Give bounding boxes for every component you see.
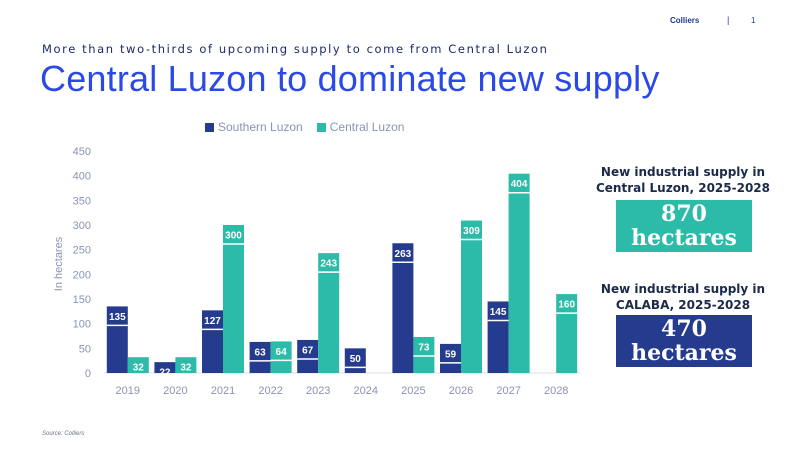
- bar-southern: [249, 341, 271, 373]
- kpi-calaba-unit: hectares: [631, 340, 737, 366]
- bar-central: [127, 357, 149, 373]
- y-tick-label: 450: [73, 146, 91, 158]
- x-tick-label: 2028: [544, 385, 568, 397]
- bar-data-label: 263: [395, 249, 412, 260]
- chart-legend: Southern Luzon Central Luzon: [205, 120, 404, 134]
- legend-label-central: Central Luzon: [329, 120, 405, 134]
- bar-southern: [297, 339, 319, 373]
- kpi-central-label: New industrial supply in Central Luzon, …: [588, 164, 778, 196]
- y-tick-label: 50: [79, 343, 91, 355]
- bar-southern: [202, 310, 223, 373]
- bar-data-label: 309: [463, 226, 480, 237]
- bar-data-label: 50: [350, 354, 362, 365]
- legend-item-central: Central Luzon: [316, 120, 405, 134]
- bar-southern: [392, 243, 414, 373]
- bar-data-label: 404: [511, 179, 528, 190]
- x-tick-label: 2027: [496, 385, 520, 397]
- bar-data-label: 67: [302, 345, 314, 356]
- x-tick-label: 2019: [116, 385, 140, 397]
- legend-swatch-central: [316, 122, 326, 132]
- x-tick-label: 2020: [163, 385, 187, 397]
- bar-central: [175, 357, 197, 373]
- x-tick-label: 2021: [211, 385, 235, 397]
- bar-data-label: 135: [109, 312, 126, 323]
- x-tick-label: 2024: [354, 385, 378, 397]
- kpi-calaba-label: New industrial supply in CALABA, 2025-20…: [588, 281, 778, 313]
- bar-central: [508, 173, 530, 373]
- y-tick-label: 0: [85, 368, 91, 380]
- legend-swatch-southern: [205, 122, 214, 132]
- bar-chart: In hectares 0 50 100 150 200 250 300 350 400 450 13…: [53, 146, 580, 397]
- kpi-calaba-label-line1: New industrial supply in: [600, 282, 766, 296]
- bar-data-label: 32: [133, 363, 145, 374]
- slide-title: Central Luzon to dominate new supply: [40, 58, 660, 99]
- y-tick-label: 250: [73, 245, 91, 257]
- bar-data-label: 300: [225, 231, 242, 242]
- page-number: 1: [751, 16, 756, 25]
- y-tick-label: 300: [73, 220, 91, 232]
- x-tick-label: 2025: [401, 385, 425, 397]
- kpi-central-label-line2: Central Luzon, 2025-2028: [595, 181, 770, 195]
- legend-label-southern: Southern Luzon: [218, 120, 303, 134]
- slide-subtitle: More than two-thirds of upcoming supply …: [42, 42, 549, 56]
- bar-data-label: 160: [558, 300, 575, 311]
- y-axis-label: In hectares: [53, 236, 65, 291]
- bar-central: [318, 253, 340, 373]
- source-note: Source: Colliers: [42, 431, 85, 437]
- legend-item-southern: Southern Luzon: [205, 120, 303, 134]
- x-tick-label: 2023: [306, 385, 330, 397]
- kpi-calaba-value: 470: [661, 316, 707, 342]
- bar-data-label: 145: [490, 307, 507, 318]
- kpi-central-unit: hectares: [631, 225, 737, 251]
- bar-data-label: 63: [255, 347, 267, 358]
- y-tick-label: 200: [73, 269, 91, 281]
- bar-data-label: 32: [180, 363, 192, 374]
- kpi-calaba-label-line2: CALABA, 2025-2028: [615, 298, 751, 312]
- x-tick-label: 2026: [449, 385, 473, 397]
- y-tick-label: 150: [73, 294, 91, 306]
- kpi-central-box: 870 hectares: [616, 200, 752, 252]
- y-tick-label: 100: [73, 319, 91, 331]
- bar-central: [270, 341, 292, 373]
- y-tick-label: 400: [73, 171, 91, 183]
- bar-central: [223, 225, 244, 373]
- bar-data-label: 127: [204, 316, 221, 327]
- bar-data-label: 64: [276, 347, 288, 358]
- kpi-central-value: 870: [661, 201, 707, 227]
- bar-data-label: 59: [445, 349, 457, 360]
- brand-name: Colliers: [670, 16, 700, 25]
- bar-central: [461, 220, 482, 373]
- bar-southern: [106, 306, 128, 373]
- bar-data-label: 73: [418, 342, 430, 353]
- x-tick-label: 2022: [258, 385, 282, 397]
- bar-data-label: 243: [320, 259, 337, 270]
- bar-data-label: 22: [159, 368, 171, 379]
- bar-central: [413, 336, 435, 373]
- y-tick-label: 350: [73, 195, 91, 207]
- kpi-calaba-box: 470 hectares: [616, 315, 752, 367]
- bar-southern: [440, 343, 461, 373]
- bar-southern: [487, 301, 509, 373]
- header-separator: |: [727, 15, 730, 25]
- bar-southern: [154, 362, 176, 373]
- kpi-central-label-line1: New industrial supply in: [600, 165, 766, 179]
